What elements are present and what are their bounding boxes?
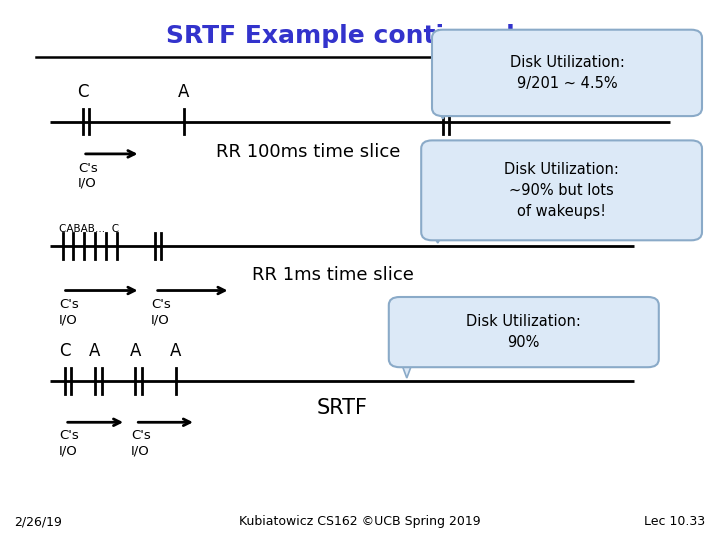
Text: 2/26/19: 2/26/19: [14, 515, 62, 528]
FancyBboxPatch shape: [432, 30, 702, 116]
Text: SRTF Example continued:: SRTF Example continued:: [166, 24, 525, 48]
Text: Kubiatowicz CS162 ©UCB Spring 2019: Kubiatowicz CS162 ©UCB Spring 2019: [239, 515, 481, 528]
Text: C: C: [59, 342, 71, 360]
Text: A: A: [178, 83, 189, 101]
Text: A: A: [130, 342, 141, 360]
Text: B: B: [437, 83, 449, 101]
Text: A: A: [170, 342, 181, 360]
Text: RR 1ms time slice: RR 1ms time slice: [252, 266, 414, 285]
Text: C's
I/O: C's I/O: [78, 162, 97, 190]
Text: Lec 10.33: Lec 10.33: [644, 515, 706, 528]
Text: C's
I/O: C's I/O: [59, 429, 78, 457]
Text: RR 100ms time slice: RR 100ms time slice: [216, 143, 400, 161]
FancyBboxPatch shape: [389, 297, 659, 367]
Text: C's
I/O: C's I/O: [59, 298, 78, 326]
Text: Disk Utilization:
9/201 ~ 4.5%: Disk Utilization: 9/201 ~ 4.5%: [510, 55, 624, 91]
Polygon shape: [433, 103, 452, 119]
Polygon shape: [429, 227, 446, 243]
Text: CABAB…  C: CABAB… C: [59, 224, 120, 234]
Polygon shape: [397, 354, 416, 378]
Text: C: C: [77, 83, 89, 101]
Text: Disk Utilization:
90%: Disk Utilization: 90%: [467, 314, 581, 350]
Text: C's
I/O: C's I/O: [131, 429, 150, 457]
FancyBboxPatch shape: [421, 140, 702, 240]
Text: C's
I/O: C's I/O: [151, 298, 171, 326]
Text: A: A: [89, 342, 101, 360]
Text: Disk Utilization:
~90% but lots
of wakeups!: Disk Utilization: ~90% but lots of wakeu…: [504, 162, 619, 219]
Text: SRTF: SRTF: [317, 397, 368, 418]
